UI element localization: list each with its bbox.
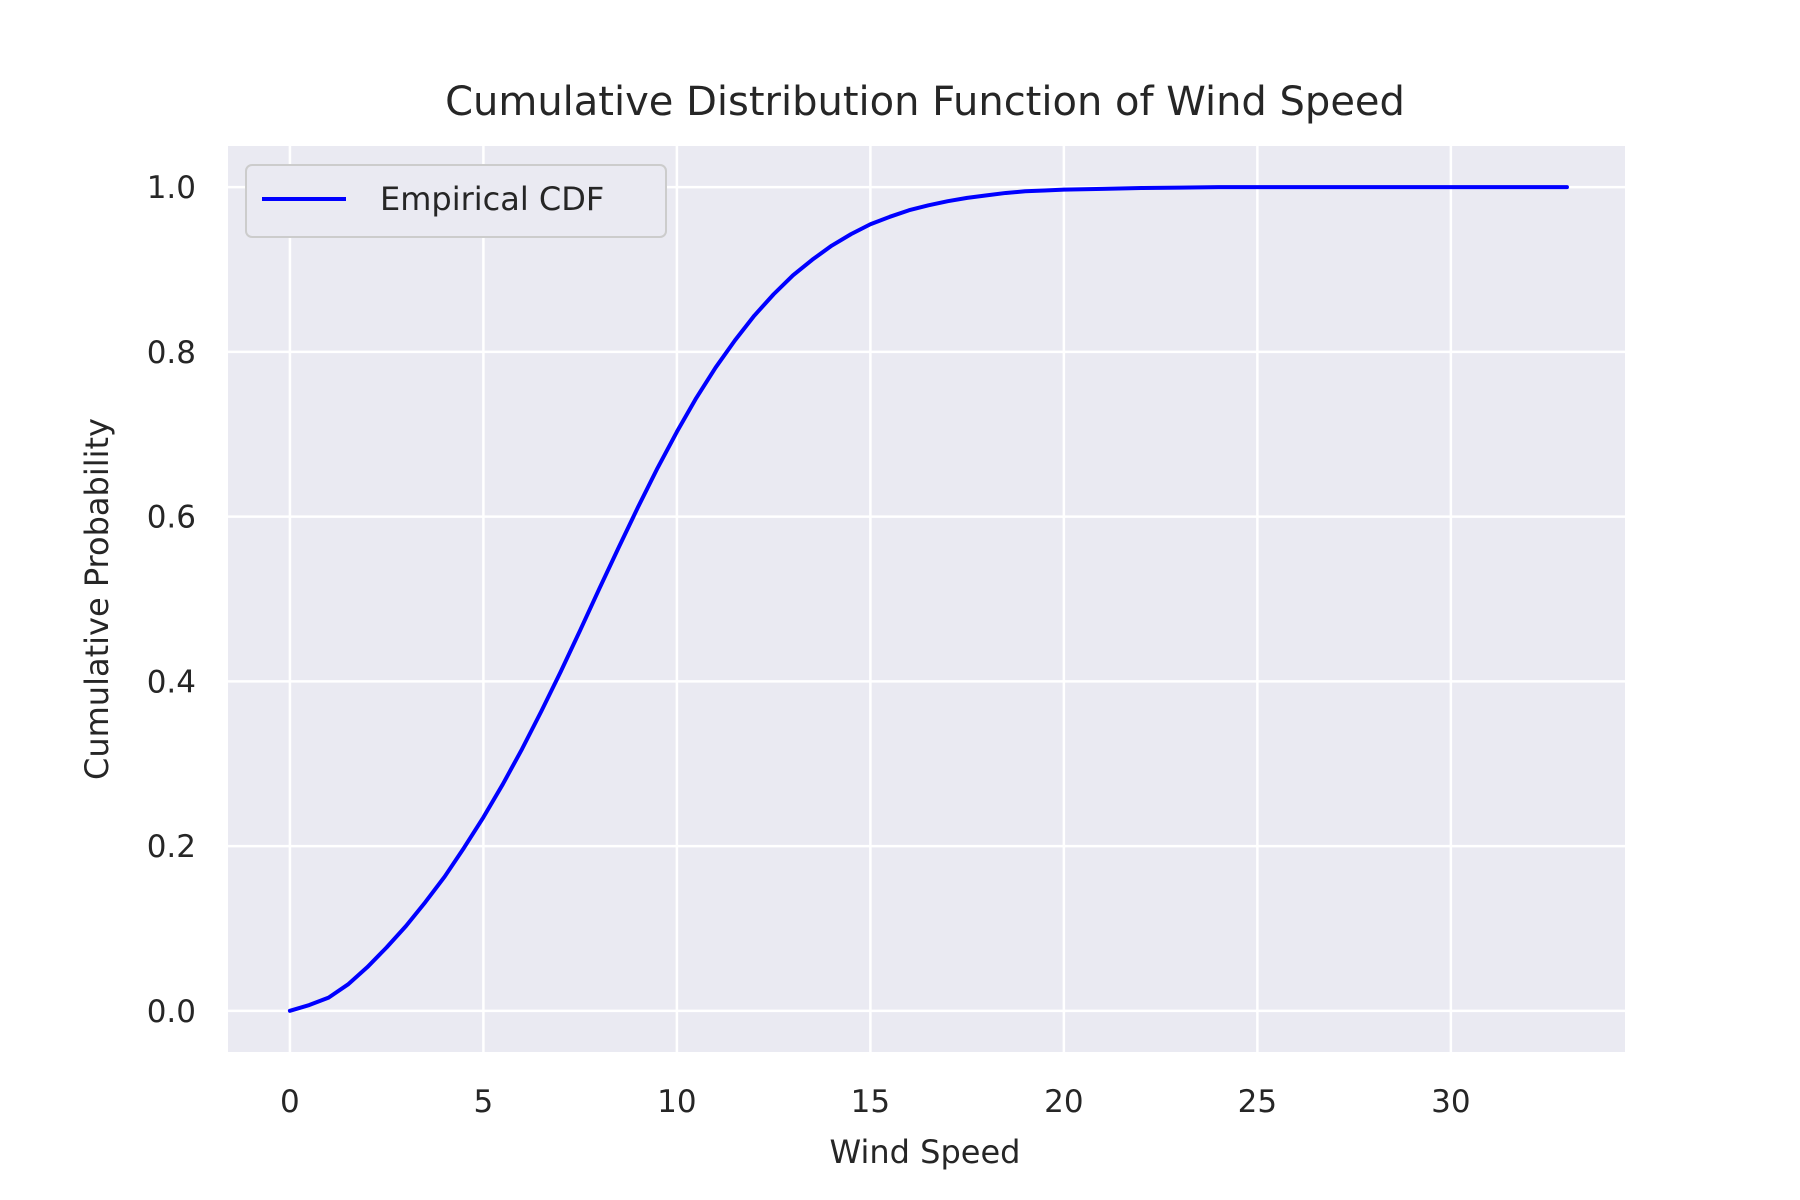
x-tick-label: 10 (657, 1084, 696, 1120)
x-axis-label: Wind Speed (830, 1133, 1021, 1171)
y-tick-label: 0.4 (147, 664, 196, 700)
plot-area (228, 146, 1625, 1052)
x-tick-label: 20 (1044, 1084, 1083, 1120)
legend-entry-label: Empirical CDF (380, 180, 604, 218)
x-tick-label: 0 (280, 1084, 300, 1120)
chart-title: Cumulative Distribution Function of Wind… (445, 79, 1405, 125)
x-tick-label: 15 (851, 1084, 890, 1120)
x-tick-label: 30 (1431, 1084, 1470, 1120)
y-tick-label: 0.2 (147, 829, 196, 865)
legend-box (245, 164, 667, 238)
x-tick-label: 5 (474, 1084, 494, 1120)
series-line-empirical-cdf (287, 185, 1569, 1013)
y-tick-label: 0.6 (147, 500, 196, 536)
x-tick-labels: 0 5 10 15 20 25 30 (280, 1084, 1471, 1120)
y-axis-label: Cumulative Probability (78, 418, 116, 780)
legend: Empirical CDF (245, 164, 667, 238)
x-tick-label: 25 (1238, 1084, 1277, 1120)
y-tick-labels: 0.0 0.2 0.4 0.6 0.8 1.0 (147, 170, 196, 1030)
y-tick-label: 0.0 (147, 994, 196, 1030)
y-tick-label: 0.8 (147, 335, 196, 371)
y-tick-label: 1.0 (147, 170, 196, 206)
